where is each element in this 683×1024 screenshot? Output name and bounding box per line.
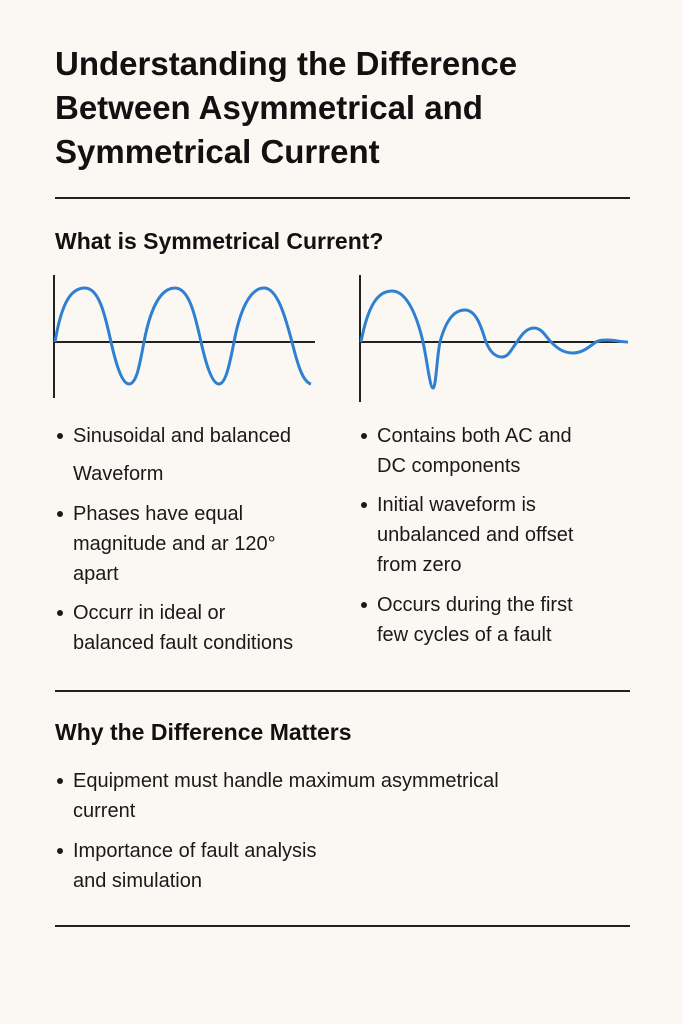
list-item: Phases have equal magnitude and ar 120° … bbox=[55, 499, 345, 589]
list-item-text: Waveform bbox=[73, 463, 164, 485]
list-item: Occurr in ideal or balanced fault condit… bbox=[55, 598, 345, 658]
list-item: Sinusoidal and balanced Waveform bbox=[55, 421, 345, 489]
list-item-text: few cycles of a fault bbox=[377, 624, 552, 646]
title-line: Understanding the Difference bbox=[55, 45, 518, 82]
list-item: Importance of fault analysis and simulat… bbox=[55, 836, 655, 896]
list-item-text: from zero bbox=[377, 554, 462, 576]
list-item-text: magnitude and ar 120° bbox=[73, 533, 276, 555]
list-item-text: balanced fault conditions bbox=[73, 632, 294, 654]
title-line: Between Asymmetrical and bbox=[55, 89, 483, 126]
list-item-text: Contains both AC and bbox=[377, 425, 572, 447]
list-item-text: DC components bbox=[377, 455, 521, 477]
section-heading-symmetrical: What is Symmetrical Current? bbox=[55, 228, 384, 254]
why-bullet-list: Equipment must handle maximum asymmetric… bbox=[55, 766, 655, 896]
list-item: Initial waveform is unbalanced and offse… bbox=[359, 490, 649, 580]
section-heading-why: Why the Difference Matters bbox=[55, 719, 352, 745]
symmetrical-waveform bbox=[53, 275, 315, 398]
list-item-text: Occurr in ideal or bbox=[73, 602, 226, 624]
title-line: Symmetrical Current bbox=[55, 133, 380, 170]
list-item: Occurs during the first few cycles of a … bbox=[359, 590, 649, 650]
list-item-text: Occurs during the first bbox=[377, 594, 573, 616]
list-item-text: Phases have equal bbox=[73, 503, 244, 525]
divider bbox=[55, 197, 630, 199]
list-item-text: Importance of fault analysis bbox=[73, 840, 317, 862]
asymmetrical-bullet-list: Contains both AC and DC components Initi… bbox=[359, 421, 649, 650]
sine-wave bbox=[53, 286, 312, 386]
list-item-text: apart bbox=[73, 563, 119, 585]
list-item-text: Equipment must handle maximum asymmetric… bbox=[73, 770, 499, 792]
divider bbox=[55, 690, 630, 692]
symmetrical-bullet-list: Sinusoidal and balanced Waveform Phases … bbox=[55, 421, 345, 658]
page-title: Understanding the Difference Between Asy… bbox=[55, 42, 655, 174]
list-item-text: and simulation bbox=[73, 870, 202, 892]
list-item-text: current bbox=[73, 800, 136, 822]
list-item-text: unbalanced and offset bbox=[377, 524, 574, 546]
list-item: Equipment must handle maximum asymmetric… bbox=[55, 766, 655, 826]
decaying-wave bbox=[359, 289, 629, 390]
list-item-text: Sinusoidal and balanced bbox=[73, 425, 291, 447]
asymmetrical-waveform bbox=[359, 275, 629, 402]
list-item-text: Initial waveform is bbox=[377, 494, 536, 516]
list-item: Contains both AC and DC components bbox=[359, 421, 649, 481]
divider bbox=[55, 925, 630, 927]
